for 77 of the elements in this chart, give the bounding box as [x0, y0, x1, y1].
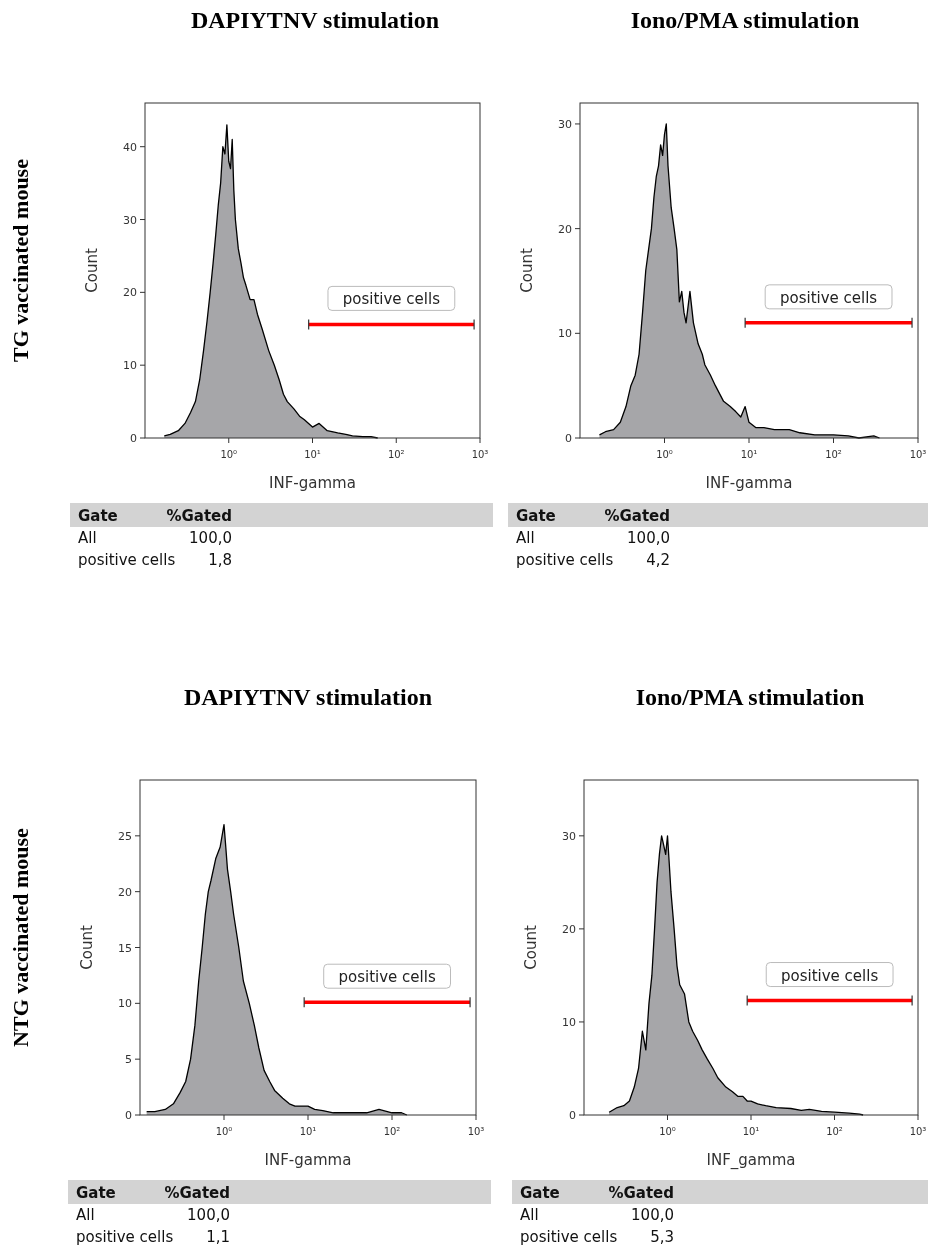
x-tick-label: 10⁰	[659, 1126, 676, 1137]
text: 100,0	[631, 1206, 674, 1224]
y-tick-label: 30	[558, 117, 572, 131]
series-label: positive cells	[779, 288, 878, 307]
y-tick-label: 30	[562, 829, 576, 843]
x-tick-label: 10⁰	[220, 449, 238, 460]
y-tick-label: 10	[562, 1015, 576, 1029]
text: NTG vaccinated mouse	[8, 827, 33, 1047]
x-tick-label: 10²	[826, 1126, 843, 1137]
text: 100,0	[627, 529, 670, 547]
text: %Gated	[166, 507, 232, 525]
x-tick-label: 10²	[383, 1126, 401, 1137]
x-tick-label: 10³	[467, 1126, 485, 1137]
text: Gate	[516, 507, 556, 525]
y-tick-label: 20	[118, 885, 132, 899]
y-tick-label: 40	[123, 140, 137, 154]
y-axis-title: Count	[78, 925, 96, 970]
x-tick-label: 10²	[825, 449, 842, 460]
x-tick-label: 10³	[471, 449, 489, 460]
chart-title: Iono/PMA stimulation	[630, 7, 860, 33]
x-tick-label: 10¹	[299, 1126, 317, 1137]
y-tick-label: 20	[558, 222, 572, 236]
x-axis-title: INF-gamma	[264, 1151, 352, 1169]
x-tick-label: 10³	[909, 449, 927, 460]
text: %Gated	[164, 1184, 230, 1202]
series-label: positive cells	[338, 968, 436, 987]
text: All	[520, 1206, 539, 1224]
text: 4,2	[646, 551, 670, 569]
text: 1,1	[206, 1228, 230, 1246]
y-tick-label: 10	[123, 359, 137, 373]
y-axis-title: Count	[518, 248, 536, 293]
y-tick-label: 20	[562, 922, 576, 936]
text: All	[78, 529, 97, 547]
y-tick-label: 25	[118, 829, 132, 843]
text: %Gated	[604, 507, 670, 525]
text: Gate	[78, 507, 118, 525]
text: Gate	[76, 1184, 116, 1202]
y-tick-label: 0	[569, 1109, 576, 1122]
y-tick-label: 10	[558, 327, 572, 341]
x-tick-label: 10¹	[742, 1126, 760, 1137]
y-tick-label: 20	[123, 286, 137, 300]
text: %Gated	[608, 1184, 674, 1202]
text: 1,8	[208, 551, 232, 569]
y-tick-label: 10	[118, 997, 132, 1011]
x-tick-label: 10⁰	[215, 1126, 233, 1137]
text: TG vaccinated mouse	[8, 158, 33, 362]
text: All	[516, 529, 535, 547]
chart-title: DAPIYTNV stimulation	[183, 684, 433, 710]
chart-title: Iono/PMA stimulation	[635, 684, 865, 710]
text: 100,0	[189, 529, 232, 547]
x-tick-label: 10³	[909, 1126, 927, 1137]
y-tick-label: 30	[123, 213, 137, 227]
y-axis-title: Count	[522, 925, 540, 970]
y-tick-label: 0	[565, 432, 572, 445]
text: positive cells	[76, 1228, 174, 1246]
y-tick-label: 0	[125, 1109, 132, 1122]
y-tick-label: 5	[125, 1053, 132, 1067]
x-axis-title: INF-gamma	[705, 474, 793, 492]
text: positive cells	[78, 551, 176, 569]
x-axis-title: INF_gamma	[706, 1151, 796, 1170]
x-tick-label: 10¹	[740, 449, 758, 460]
y-axis-title: Count	[83, 248, 101, 293]
y-tick-label: 0	[130, 432, 137, 445]
y-tick-label: 15	[118, 941, 132, 955]
text: positive cells	[520, 1228, 618, 1246]
x-tick-label: 10⁰	[656, 449, 673, 460]
text: All	[76, 1206, 95, 1224]
chart-title: DAPIYTNV stimulation	[190, 7, 440, 33]
x-axis-title: INF-gamma	[269, 474, 356, 492]
x-tick-label: 10¹	[304, 449, 321, 460]
x-tick-label: 10²	[387, 449, 405, 460]
text: positive cells	[516, 551, 614, 569]
text: 5,3	[650, 1228, 674, 1246]
series-label: positive cells	[342, 290, 441, 309]
text: 100,0	[187, 1206, 230, 1224]
series-label: positive cells	[781, 966, 879, 985]
text: Gate	[520, 1184, 560, 1202]
